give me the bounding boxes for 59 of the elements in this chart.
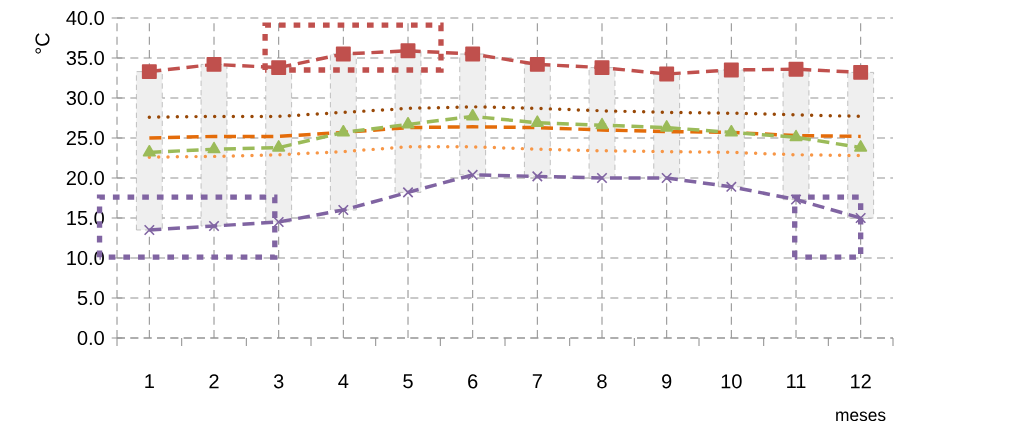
point — [207, 141, 221, 154]
x-tick-label: 7 — [532, 374, 542, 389]
y-tick-label: 35.0 — [66, 51, 104, 66]
x-tick-label: 8 — [597, 374, 607, 389]
point — [789, 129, 803, 142]
point — [142, 145, 156, 157]
x-axis-title: meses — [836, 411, 886, 422]
x-tick-label: 6 — [468, 374, 478, 389]
line-series — [147, 105, 863, 120]
point — [855, 212, 867, 224]
point — [723, 62, 739, 78]
x-tick-label: 1 — [145, 374, 154, 389]
point — [272, 140, 286, 152]
y-tick-label: 5.0 — [77, 291, 104, 306]
y-axis-title: °C — [35, 33, 50, 54]
bar — [718, 69, 745, 188]
point — [531, 171, 543, 183]
x-tick-label: 5 — [403, 374, 413, 389]
x-tick-label: 2 — [209, 374, 219, 389]
point — [790, 194, 802, 206]
point — [401, 117, 415, 129]
point — [465, 46, 481, 62]
point — [335, 46, 351, 62]
point — [143, 224, 155, 236]
point — [336, 125, 350, 137]
point — [659, 66, 675, 82]
point — [400, 43, 416, 59]
bar — [330, 53, 357, 211]
point — [530, 115, 544, 128]
point — [529, 57, 545, 72]
point — [467, 169, 479, 181]
y-tick-label: 40.0 — [66, 11, 104, 26]
point — [402, 187, 414, 199]
point — [273, 216, 285, 228]
point — [208, 220, 220, 232]
y-tick-label: 0.0 — [77, 331, 104, 346]
point — [596, 172, 608, 184]
point — [466, 109, 480, 121]
point — [788, 61, 804, 77]
x-tick-label: 11 — [787, 374, 806, 389]
y-tick-label: 30.0 — [66, 91, 104, 106]
x-tick-label: 4 — [338, 374, 349, 389]
point — [725, 181, 737, 193]
point — [853, 65, 869, 80]
point — [594, 60, 610, 76]
x-tick-label: 10 — [721, 374, 742, 389]
point — [141, 64, 157, 80]
point — [854, 140, 868, 152]
point — [206, 57, 222, 72]
x-tick-label: 12 — [851, 374, 871, 389]
point — [660, 120, 674, 132]
point — [661, 172, 673, 184]
y-tick-label: 25.0 — [66, 131, 104, 146]
y-tick-label: 20.0 — [66, 171, 104, 186]
point — [337, 204, 349, 216]
x-tick-label: 3 — [273, 374, 284, 389]
point — [595, 117, 609, 130]
x-tick-label: 9 — [662, 374, 672, 389]
point — [724, 125, 738, 137]
